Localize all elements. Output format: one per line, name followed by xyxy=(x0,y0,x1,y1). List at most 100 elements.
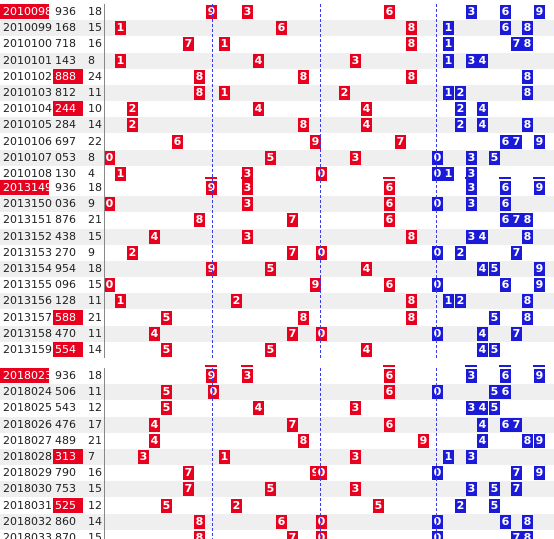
digit-ball: 1 xyxy=(115,167,126,181)
draw-number: 270 xyxy=(55,246,76,259)
digit-ball: 9 xyxy=(310,135,321,149)
digit-ball: 3 xyxy=(466,450,477,464)
digit-ball: 8 xyxy=(522,37,533,51)
sum-value: 7 xyxy=(88,450,95,463)
zone-divider xyxy=(320,368,321,539)
digit-ball: 5 xyxy=(373,499,384,513)
draw-number: 876 xyxy=(55,213,76,226)
digit-ball: 0 xyxy=(432,151,443,165)
digit-ball: 3 xyxy=(242,369,253,383)
sum-value: 17 xyxy=(88,418,102,431)
digit-ball: 3 xyxy=(466,482,477,496)
digit-ball: 8 xyxy=(522,434,533,448)
digit-ball: 4 xyxy=(477,343,488,357)
digit-ball: 5 xyxy=(161,343,172,357)
draw-number: 936 xyxy=(55,5,76,18)
digit-ball: 8 xyxy=(522,294,533,308)
sum-value: 12 xyxy=(88,499,102,512)
digit-ball: 8 xyxy=(522,515,533,529)
digit-ball: 9 xyxy=(534,181,545,195)
digit-ball: 3 xyxy=(466,369,477,383)
digit-ball: 7 xyxy=(511,135,522,149)
digit-ball: 1 xyxy=(443,54,454,68)
digit-ball: 9 xyxy=(534,434,545,448)
digit-ball: 8 xyxy=(406,70,417,84)
digit-ball: 1 xyxy=(443,21,454,35)
digit-ball: 3 xyxy=(466,167,477,181)
period-number: 2013153 xyxy=(3,246,52,259)
period-number: 2018026 xyxy=(3,418,52,431)
draw-number: 313 xyxy=(53,449,83,464)
digit-ball: 8 xyxy=(522,118,533,132)
digit-ball: 5 xyxy=(161,499,172,513)
digit-ball: 0 xyxy=(432,515,443,529)
period-number: 2010104 xyxy=(3,102,52,115)
sum-value: 18 xyxy=(88,262,102,275)
zone-divider xyxy=(320,4,321,182)
digit-ball: 8 xyxy=(298,434,309,448)
period-number: 2010100 xyxy=(3,37,52,50)
digit-ball: 1 xyxy=(115,21,126,35)
digit-ball: 6 xyxy=(384,5,395,19)
digit-ball: 4 xyxy=(361,262,372,276)
draw-number: 128 xyxy=(55,294,76,307)
sum-value: 14 xyxy=(88,343,102,356)
digit-ball: 2 xyxy=(455,86,466,100)
digit-ball: 6 xyxy=(500,385,511,399)
digit-ball: 3 xyxy=(350,401,361,415)
table-row: 2010101 143 8 xyxy=(0,53,554,69)
digit-ball: 9 xyxy=(206,181,217,195)
digit-ball: 6 xyxy=(500,278,511,292)
digit-ball: 7 xyxy=(511,466,522,480)
digit-ball: 4 xyxy=(477,230,488,244)
digit-ball: 0 xyxy=(432,278,443,292)
digit-ball: 8 xyxy=(522,311,533,325)
table-row: 2013150 036 9 xyxy=(0,196,554,212)
sum-value: 10 xyxy=(88,102,102,115)
marker-tick xyxy=(383,177,395,179)
sum-value: 18 xyxy=(88,5,102,18)
zone-divider xyxy=(212,180,213,358)
draw-number: 936 xyxy=(55,181,76,194)
table-row: 2013157 588 21 xyxy=(0,310,554,326)
digit-ball: 7 xyxy=(287,213,298,227)
digit-ball: 1 xyxy=(443,450,454,464)
digit-ball: 8 xyxy=(522,230,533,244)
digit-ball: 6 xyxy=(384,197,395,211)
digit-ball: 5 xyxy=(265,151,276,165)
table-row: 2010108 130 4 xyxy=(0,166,554,182)
draw-number: 438 xyxy=(55,230,76,243)
digit-ball: 0 xyxy=(316,246,327,260)
digit-ball: 1 xyxy=(443,37,454,51)
digit-ball: 5 xyxy=(161,311,172,325)
digit-ball: 8 xyxy=(522,531,533,539)
digit-ball: 6 xyxy=(500,197,511,211)
sum-value: 15 xyxy=(88,531,102,539)
table-row: 2018031 525 12 xyxy=(0,498,554,514)
digit-ball: 3 xyxy=(350,54,361,68)
digit-ball: 8 xyxy=(522,21,533,35)
sum-value: 9 xyxy=(88,197,95,210)
digit-ball: 3 xyxy=(466,54,477,68)
digit-ball: 8 xyxy=(298,118,309,132)
digit-ball: 4 xyxy=(149,230,160,244)
draw-number: 096 xyxy=(55,278,76,291)
marker-tick xyxy=(205,365,217,367)
digit-ball: 5 xyxy=(489,343,500,357)
sum-value: 14 xyxy=(88,515,102,528)
digit-ball: 4 xyxy=(477,418,488,432)
period-number: 2010101 xyxy=(3,54,52,67)
zone-divider xyxy=(212,368,213,539)
digit-ball: 9 xyxy=(534,278,545,292)
digit-ball: 2 xyxy=(455,499,466,513)
digit-ball: 3 xyxy=(350,151,361,165)
digit-ball: 6 xyxy=(276,515,287,529)
digit-ball: 4 xyxy=(477,434,488,448)
digit-ball: 7 xyxy=(287,531,298,539)
table-row: 2010105 284 14 xyxy=(0,117,554,133)
digit-ball: 7 xyxy=(511,327,522,341)
table-row: 2013156 128 11 xyxy=(0,293,554,309)
digit-ball: 8 xyxy=(406,311,417,325)
digit-ball: 5 xyxy=(489,499,500,513)
table-row: 2010106 697 22 xyxy=(0,134,554,150)
